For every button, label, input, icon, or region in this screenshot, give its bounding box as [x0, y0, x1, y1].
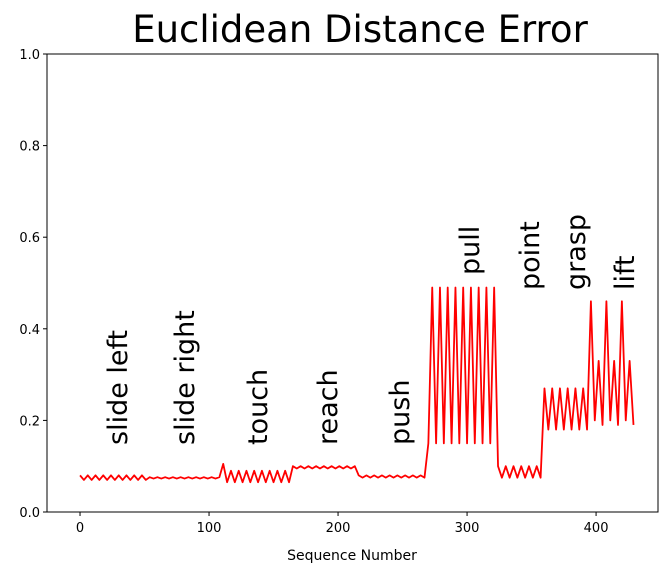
chart-title: Euclidean Distance Error [132, 8, 588, 51]
x-tick-label: 200 [326, 521, 351, 536]
y-tick-label: 0.2 [19, 414, 40, 429]
y-tick-label: 1.0 [19, 48, 40, 63]
plot-frame [46, 53, 659, 513]
annotation: slide right [170, 310, 201, 445]
annotation: pull [455, 226, 486, 275]
annotation: grasp [561, 214, 592, 290]
annotation: push [385, 380, 416, 445]
annotation: reach [313, 369, 344, 445]
annotation: point [515, 221, 546, 290]
annotation: slide left [103, 330, 134, 445]
x-axis-label: Sequence Number [287, 548, 417, 564]
data-line [79, 286, 635, 484]
x-tick-label: 400 [584, 521, 609, 536]
annotation: lift [610, 255, 641, 290]
x-tick-label: 100 [197, 521, 222, 536]
y-tick-label: 0.8 [19, 140, 40, 155]
x-tick-label: 300 [455, 521, 480, 536]
y-tick-label: 0.6 [19, 231, 40, 246]
y-tick-label: 0.0 [19, 506, 40, 521]
annotation: touch [243, 369, 274, 445]
x-tick-label: 0 [76, 521, 84, 536]
y-tick-label: 0.4 [19, 323, 40, 338]
